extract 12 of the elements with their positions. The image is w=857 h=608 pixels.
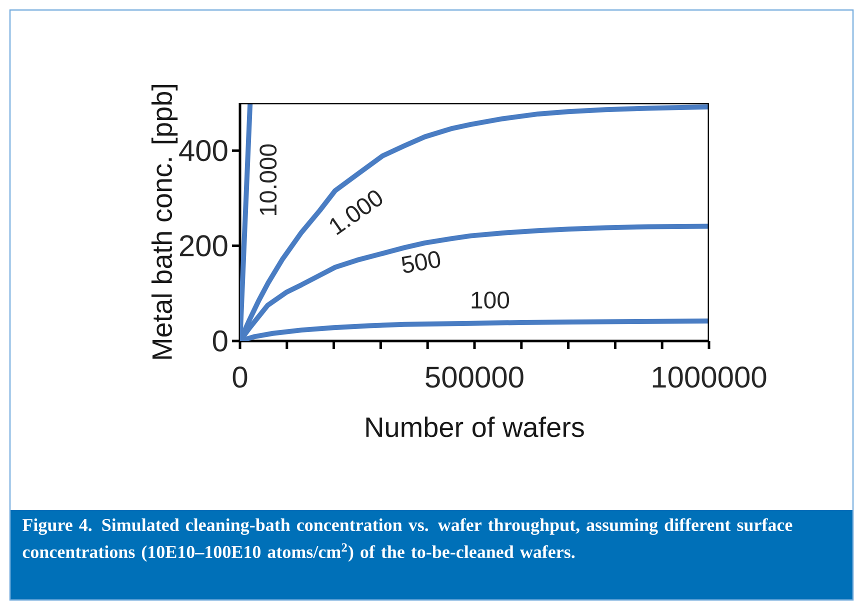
series-label: 100: [472, 292, 510, 309]
y-axis-title: Metal bath conc. [ppb]: [151, 84, 178, 359]
x-tick-label: 1000000: [652, 366, 766, 388]
x-tick-label: 0: [232, 366, 248, 388]
text: 500: [402, 251, 440, 273]
y-tick-label: 0: [212, 330, 228, 352]
y-tick-label: 400: [179, 140, 228, 162]
x-axis-title: Number of wafers: [366, 416, 584, 438]
x-tick-label: 500000: [426, 366, 524, 388]
y-tick-label: 200: [180, 235, 228, 256]
caption: Figure 4. Simulated cleaning-bath concentration vs. wafer throughput, assuming different surface concentrations (10E10–100E10 atoms/cm$^{2}$) of the to-be-cleaned wafers.: [22, 518, 792, 562]
text: 10.000: [260, 144, 277, 215]
